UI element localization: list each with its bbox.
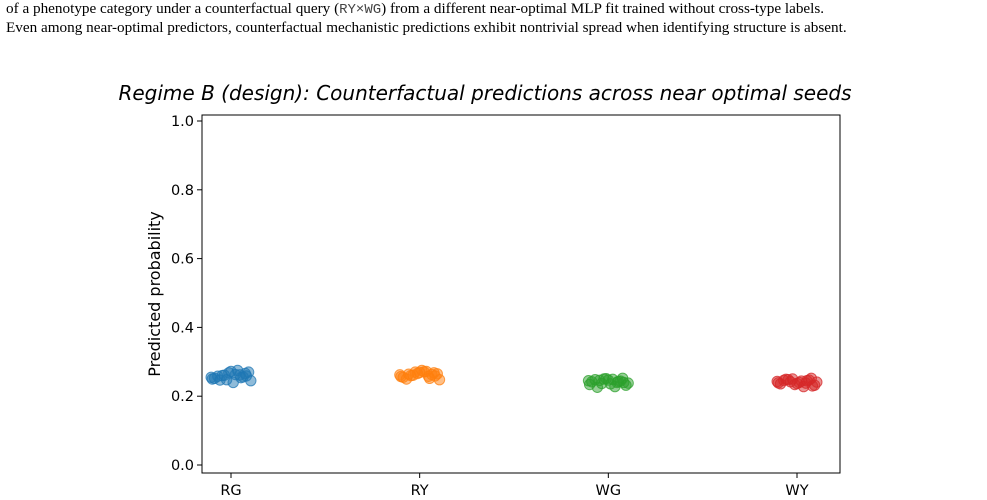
data-point-wg [596,377,608,390]
figure-caption: of a phenotype category under a counterf… [6,0,981,37]
x-tick-label: RG [220,483,241,499]
y-tick-label: 1.0 [171,114,194,130]
plot-frame [201,114,841,474]
caption-query-code: RY×WG [339,2,382,18]
caption-line-1: of a phenotype category under a counterf… [6,0,825,18]
y-tick-label: 0.4 [171,320,194,336]
data-point-ry [423,372,436,385]
x-tick-label: RY [411,483,429,499]
y-tick-label: 0.2 [171,389,194,405]
x-tick-label: WY [785,483,808,499]
data-point-wy [801,375,813,387]
data-point-ry [407,369,419,381]
chart-title: Regime B (design): Counterfactual predic… [118,81,851,105]
y-tick-label: 0.8 [171,183,194,199]
data-points [205,364,823,393]
data-point-rg [218,369,231,381]
x-axis: RG RY WG WY [220,473,809,499]
y-tick-label: 0.6 [171,252,194,268]
x-tick-label: WG [596,483,622,499]
y-axis: 0.0 0.2 0.4 0.6 0.8 1.0 [171,114,202,474]
data-point-rg [235,371,247,384]
data-point-wg [612,375,624,388]
data-point-wy [784,376,797,388]
y-tick-label: 0.0 [171,458,194,474]
caption-line-2: Even among near-optimal predictors, coun… [6,19,847,36]
y-axis-label: Predicted probability [145,211,164,377]
